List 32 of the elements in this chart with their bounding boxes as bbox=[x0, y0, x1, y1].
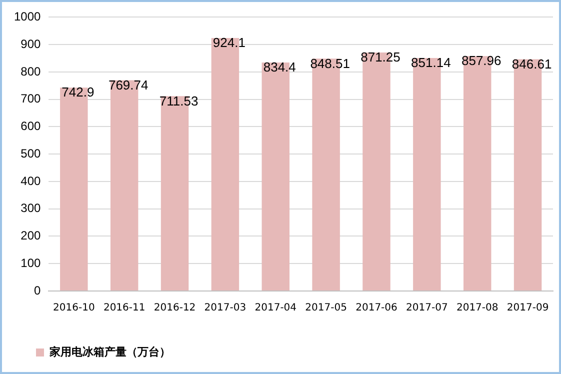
y-tick-label: 700 bbox=[20, 92, 42, 106]
legend-label: 家用电冰箱产量（万台） bbox=[48, 345, 170, 358]
y-tick-label: 1000 bbox=[14, 10, 42, 24]
data-label: 846.61 bbox=[512, 56, 552, 72]
x-tick-label: 2017-08 bbox=[456, 302, 498, 314]
y-tick-label: 500 bbox=[20, 146, 42, 160]
y-tick-label: 100 bbox=[20, 256, 42, 270]
y-tick-label: 0 bbox=[34, 283, 42, 298]
y-tick-label: 600 bbox=[20, 119, 42, 134]
y-tick-label: 800 bbox=[20, 64, 42, 78]
data-label: 851.14 bbox=[411, 55, 451, 70]
x-tick-label: 2017-06 bbox=[356, 302, 398, 314]
x-tick-label: 2017-09 bbox=[506, 302, 549, 314]
y-tick-label: 400 bbox=[20, 174, 42, 188]
data-label: 711.53 bbox=[159, 93, 198, 108]
data-label: 834.4 bbox=[263, 60, 296, 75]
x-tick-label: 2016-11 bbox=[103, 302, 146, 314]
y-tick-label: 900 bbox=[20, 36, 42, 51]
data-label: 871.25 bbox=[360, 50, 400, 65]
data-label: 924.1 bbox=[212, 35, 246, 50]
data-label: 742.9 bbox=[62, 84, 94, 100]
x-tick-label: 2016-12 bbox=[154, 302, 196, 314]
x-tick-label: 2017-04 bbox=[254, 302, 297, 314]
data-label: 769.74 bbox=[108, 77, 148, 92]
x-tick-label: 2017-05 bbox=[305, 302, 347, 314]
x-tick-label: 2016-10 bbox=[53, 302, 95, 314]
y-tick-label: 300 bbox=[20, 201, 42, 216]
data-label: 848.51 bbox=[310, 56, 350, 71]
x-tick-label: 2017-07 bbox=[406, 302, 448, 314]
y-tick-label: 200 bbox=[20, 228, 42, 243]
data-label: 857.96 bbox=[461, 53, 502, 68]
x-tick-label: 2017-03 bbox=[204, 302, 246, 314]
